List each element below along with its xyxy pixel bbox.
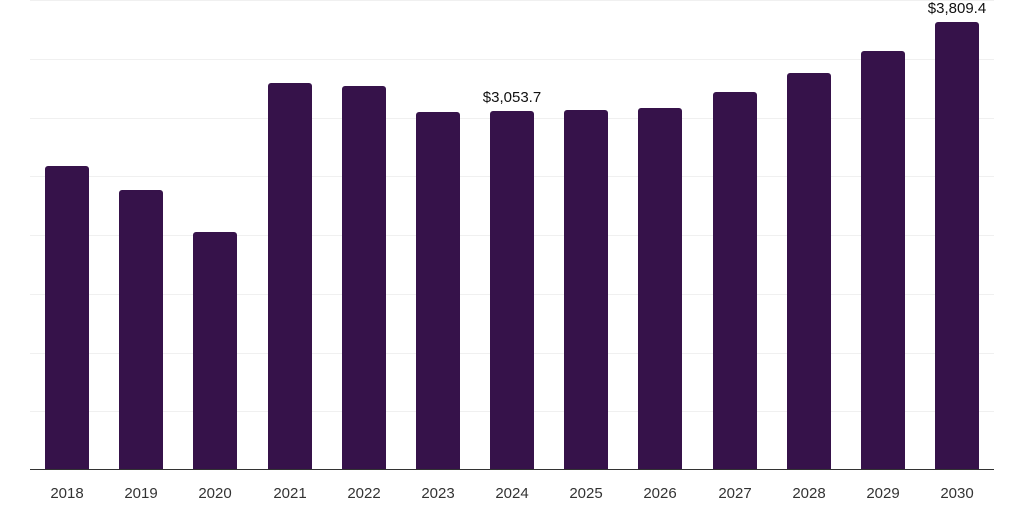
gridline — [30, 59, 994, 60]
bar-2018[interactable] — [45, 166, 89, 470]
x-axis-line — [30, 469, 994, 470]
x-tick-label: 2018 — [50, 485, 84, 502]
bar-2027[interactable] — [713, 92, 757, 470]
x-tick-label: 2024 — [495, 485, 529, 502]
x-tick-label: 2028 — [792, 485, 826, 502]
bar-2020[interactable] — [193, 232, 237, 470]
bar-2025[interactable] — [564, 110, 608, 470]
gridline — [30, 0, 994, 1]
bar-2024[interactable] — [490, 111, 534, 470]
x-tick-label: 2026 — [643, 485, 677, 502]
x-tick-label: 2020 — [198, 485, 232, 502]
data-label: $3,053.7 — [482, 89, 542, 106]
x-tick-label: 2021 — [273, 485, 307, 502]
bar-2023[interactable] — [416, 112, 460, 470]
bar-2026[interactable] — [638, 108, 682, 470]
x-tick-label: 2027 — [718, 485, 752, 502]
x-tick-label: 2023 — [421, 485, 455, 502]
x-tick-label: 2030 — [940, 485, 974, 502]
bar-2029[interactable] — [861, 51, 905, 470]
x-tick-label: 2022 — [347, 485, 381, 502]
x-tick-label: 2029 — [866, 485, 900, 502]
x-tick-label: 2019 — [124, 485, 158, 502]
bar-2022[interactable] — [342, 86, 386, 470]
x-tick-label: 2025 — [569, 485, 603, 502]
bar-2021[interactable] — [268, 83, 312, 470]
data-label: $3,809.4 — [927, 0, 987, 17]
bar-2030[interactable] — [935, 22, 979, 470]
bar-2019[interactable] — [119, 190, 163, 470]
bar-2028[interactable] — [787, 73, 831, 470]
